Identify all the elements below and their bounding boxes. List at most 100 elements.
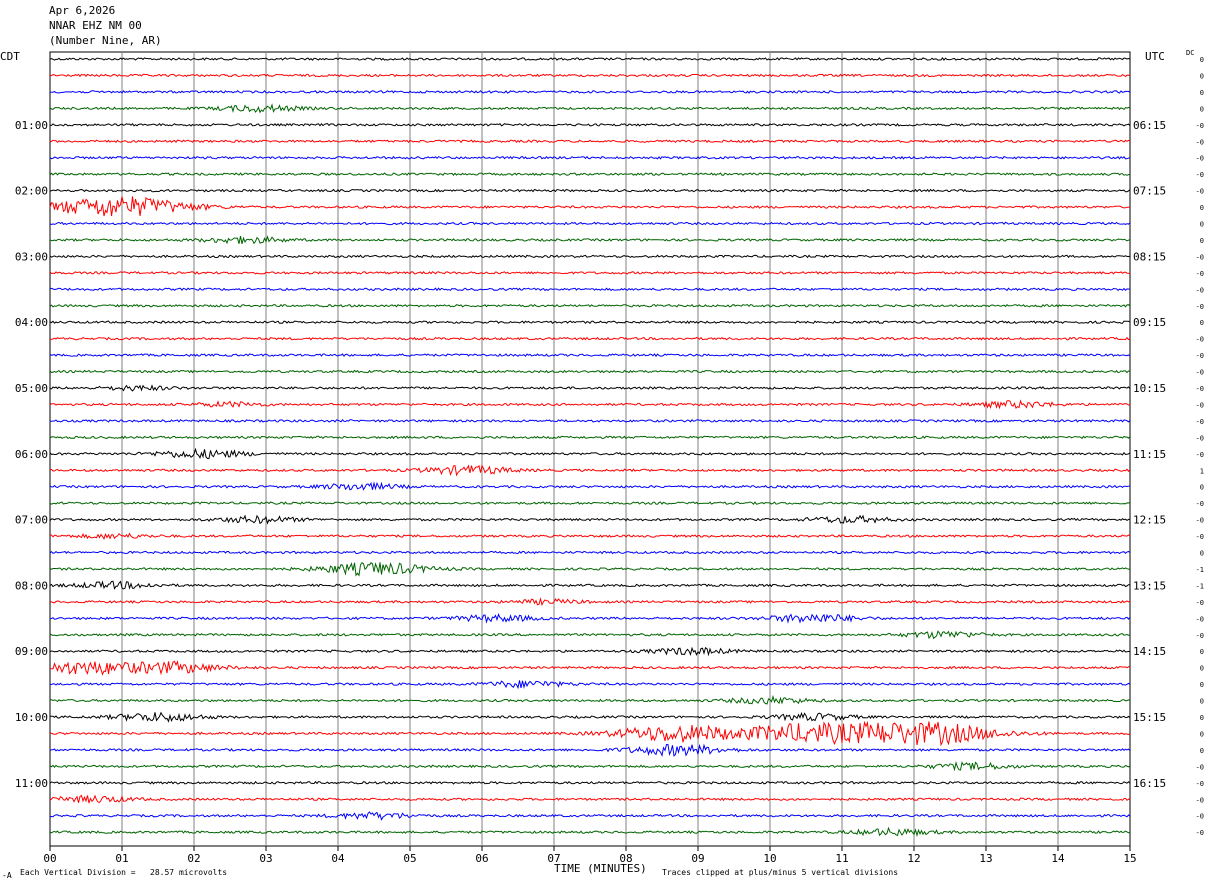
dc-offset-value: 0 — [1200, 237, 1204, 245]
dc-offset-value: -0 — [1196, 451, 1204, 459]
dc-offset-value: 0 — [1200, 550, 1204, 558]
left-hour-label: 01:00 — [15, 119, 48, 132]
dc-offset-value: -0 — [1196, 171, 1204, 179]
trace-line-green — [49, 435, 1131, 440]
trace-line-red — [49, 532, 1131, 540]
dc-offset-value: -0 — [1196, 303, 1204, 311]
dc-offset-value: -0 — [1196, 286, 1204, 294]
dc-offset-value: 0 — [1200, 204, 1204, 212]
trace-line-blue — [49, 680, 1131, 690]
dc-offset-value: 0 — [1200, 714, 1204, 722]
dc-offset-value: -0 — [1196, 500, 1204, 508]
trace-line-black — [49, 447, 1131, 460]
dc-offset-value: -1 — [1196, 566, 1204, 574]
trace-line-blue — [49, 419, 1131, 423]
trace-line-black — [49, 780, 1131, 785]
trace-line-red — [49, 336, 1131, 341]
dc-offset-value: -0 — [1196, 517, 1204, 525]
trace-line-black — [49, 122, 1131, 127]
trace-line-blue — [49, 811, 1131, 821]
header-station: NNAR EHZ NM 00 — [49, 19, 142, 32]
trace-line-red — [49, 720, 1131, 747]
trace-line-black — [49, 320, 1131, 325]
right-timezone-label: UTC — [1145, 50, 1165, 63]
trace-line-black — [49, 514, 1131, 525]
right-hour-label: 14:15 — [1133, 645, 1166, 658]
right-hour-label: 06:15 — [1133, 119, 1166, 132]
dc-offset-value: 0 — [1200, 319, 1204, 327]
right-hour-label: 13:15 — [1133, 579, 1166, 592]
dc-offset-value: -0 — [1196, 155, 1204, 163]
trace-line-green — [49, 103, 1131, 114]
left-hour-label: 11:00 — [15, 777, 48, 790]
x-tick-label: 10 — [763, 852, 776, 865]
dc-offset-value: -0 — [1196, 418, 1204, 426]
trace-line-red — [50, 596, 1131, 607]
x-tick-label: 01 — [115, 852, 128, 865]
dc-offset-value: -0 — [1196, 829, 1204, 837]
right-hour-label: 07:15 — [1133, 185, 1166, 198]
left-hour-label: 06:00 — [15, 448, 48, 461]
right-hour-label: 16:15 — [1133, 777, 1166, 790]
x-tick-label: 13 — [979, 852, 992, 865]
dc-offset-header: DC — [1186, 49, 1195, 57]
x-axis-title: TIME (MINUTES) — [554, 862, 647, 875]
dc-offset-value: 0 — [1200, 681, 1204, 689]
trace-line-blue — [49, 353, 1131, 358]
plot-frame — [49, 51, 1131, 847]
trace-line-green — [49, 826, 1131, 838]
dc-offset-value: -0 — [1196, 796, 1204, 804]
header-location: (Number Nine, AR) — [49, 34, 162, 47]
x-tick-label: 04 — [331, 852, 345, 865]
left-hour-label: 09:00 — [15, 645, 48, 658]
dc-offset-value: -0 — [1196, 599, 1204, 607]
trace-line-black — [49, 254, 1131, 259]
trace-line-red — [49, 464, 1131, 477]
trace-line-black — [49, 384, 1131, 392]
clipping-note: Traces clipped at plus/minus 5 vertical … — [662, 868, 899, 877]
dc-offset-value: -0 — [1196, 401, 1204, 409]
x-tick-label: 12 — [907, 852, 920, 865]
dc-offset-value: 1 — [1200, 467, 1204, 475]
trace-line-blue — [49, 550, 1131, 555]
trace-line-red — [49, 399, 1131, 410]
left-hour-label: 04:00 — [15, 316, 48, 329]
dc-offset-value: 0 — [1200, 730, 1204, 738]
x-tick-label: 14 — [1051, 852, 1065, 865]
corner-mark: -A — [2, 871, 12, 880]
dc-offset-value: -1 — [1196, 582, 1204, 590]
dc-offset-value: 0 — [1200, 484, 1204, 492]
trace-line-blue — [49, 743, 1131, 758]
trace-line-blue — [49, 155, 1131, 160]
dc-offset-value: 0 — [1200, 221, 1204, 229]
trace-line-black — [49, 188, 1131, 193]
x-tick-label: 08 — [619, 852, 632, 865]
dc-offset-value: -0 — [1196, 763, 1204, 771]
x-tick-label: 06 — [475, 852, 488, 865]
dc-offset-value: -0 — [1196, 615, 1204, 623]
dc-offset-value: -0 — [1196, 253, 1204, 261]
trace-line-black — [49, 711, 1131, 723]
dc-offset-value: -0 — [1196, 632, 1204, 640]
trace-line-red — [49, 794, 1131, 804]
x-tick-label: 15 — [1123, 852, 1136, 865]
x-tick-label: 07 — [547, 852, 560, 865]
trace-line-green — [49, 235, 1131, 245]
dc-offset-value: -0 — [1196, 385, 1204, 393]
trace-line-blue — [49, 221, 1131, 226]
trace-line-red — [49, 196, 1131, 217]
dc-offset-value: -0 — [1196, 780, 1204, 788]
x-tick-label: 11 — [835, 852, 848, 865]
right-hour-label: 12:15 — [1133, 514, 1166, 527]
trace-line-blue — [49, 89, 1131, 94]
right-hour-label: 11:15 — [1133, 448, 1166, 461]
dc-offset-value: 0 — [1200, 665, 1204, 673]
vertical-division-note: Each Vertical Division = 28.57 microvolt… — [20, 868, 228, 877]
dc-offset-value: -0 — [1196, 352, 1204, 360]
dc-offset-value: -0 — [1196, 434, 1204, 442]
left-hour-label: 10:00 — [15, 711, 48, 724]
x-tick-label: 02 — [187, 852, 200, 865]
dc-offset-value: -0 — [1196, 122, 1204, 130]
dc-offset-value: -0 — [1196, 369, 1204, 377]
trace-line-green — [50, 694, 1131, 705]
